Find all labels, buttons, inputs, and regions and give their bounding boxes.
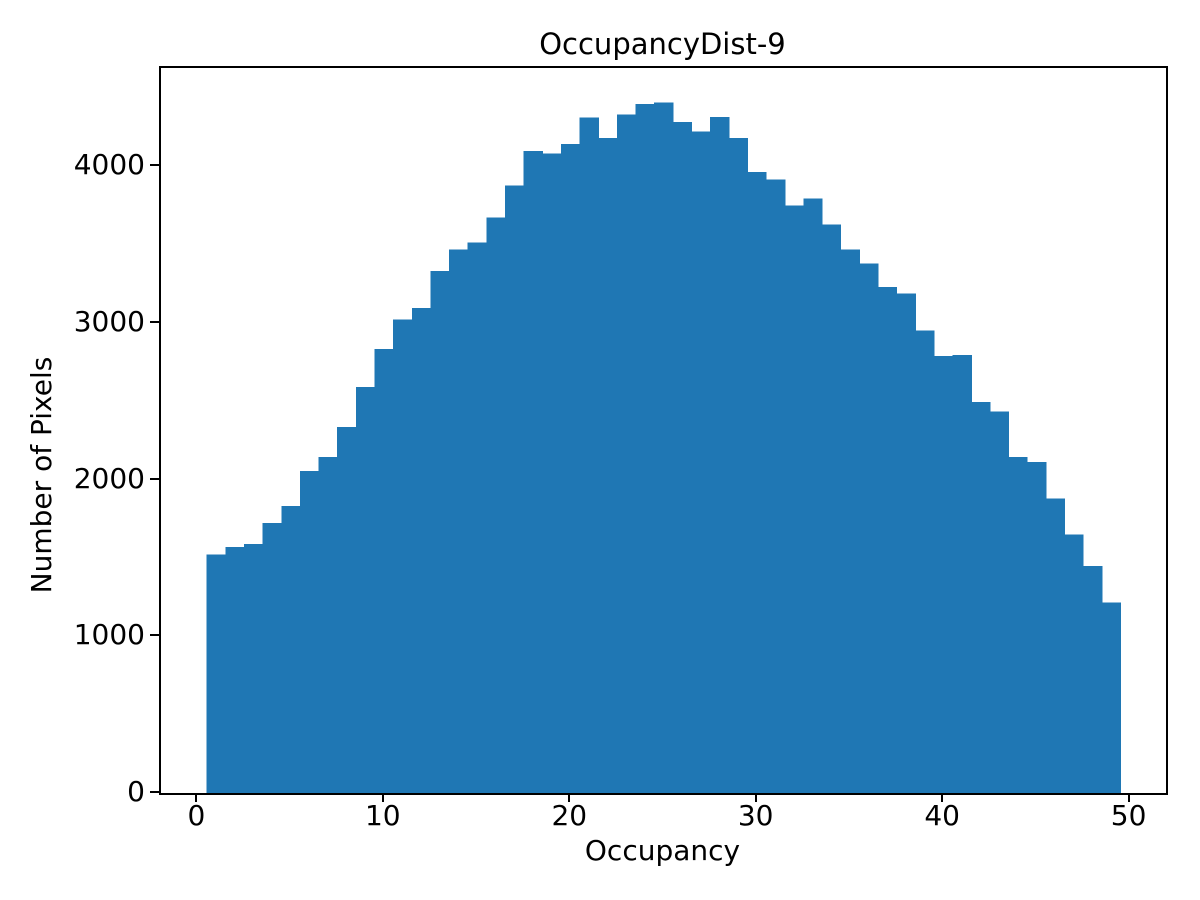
y-tick-mark (150, 791, 159, 793)
histogram-bar (598, 137, 618, 793)
y-tick-label: 1000 (73, 618, 145, 652)
y-tick-label: 0 (127, 775, 145, 808)
x-axis-label: Occupancy (584, 834, 741, 867)
histogram-bar (859, 263, 879, 793)
histogram-bar (411, 307, 432, 793)
histogram-bar (933, 355, 954, 793)
x-tick-label: 50 (1110, 799, 1147, 832)
x-tick-mark (754, 793, 757, 802)
histogram-bar (840, 249, 860, 793)
x-tick-label: 30 (737, 799, 774, 832)
x-tick-label: 20 (551, 799, 588, 832)
y-tick-mark (150, 164, 159, 166)
y-tick-mark (150, 634, 159, 637)
histogram-svg (206, 102, 1121, 793)
histogram-bar (896, 293, 916, 793)
histogram-bar (1064, 534, 1084, 793)
histogram-bar (1027, 461, 1047, 793)
histogram-bar (225, 547, 245, 793)
histogram-bar (877, 286, 898, 793)
histogram-bar (355, 387, 376, 793)
histogram-bar (262, 522, 282, 793)
x-tick-mark (568, 793, 571, 802)
x-tick-mark (381, 793, 384, 802)
histogram-bar (505, 185, 525, 793)
histogram-bar (747, 172, 767, 793)
histogram-bar (243, 543, 264, 793)
histogram-bar (523, 150, 543, 793)
histogram-bar (337, 426, 357, 793)
histogram-bar (691, 131, 711, 793)
histogram-bar (710, 116, 730, 793)
histogram-bar (803, 198, 823, 793)
y-tick-mark (150, 320, 159, 323)
histogram-bar (393, 319, 413, 793)
y-tick-mark (150, 477, 159, 480)
histogram-bar (1101, 602, 1121, 793)
histogram-bar (542, 153, 562, 793)
histogram-bar (766, 179, 786, 793)
histogram-bar (374, 349, 394, 793)
y-tick-label: 2000 (73, 461, 145, 495)
y-tick-label: 4000 (73, 148, 145, 181)
histogram-bar (672, 122, 693, 793)
histogram-bar (728, 138, 749, 793)
histogram-bar (486, 217, 506, 793)
histogram-bar (1008, 456, 1028, 793)
histogram-bar (821, 224, 842, 793)
x-tick-mark (941, 793, 944, 802)
histogram-bar (299, 471, 320, 793)
histogram-bar (784, 205, 804, 793)
histogram-bar (560, 144, 581, 793)
histogram-bar (206, 554, 226, 793)
x-tick-label: 10 (364, 799, 401, 832)
histogram-bar (915, 330, 935, 793)
x-tick-label: 0 (187, 799, 206, 832)
histogram-bar (616, 114, 637, 793)
histogram-bar (281, 505, 301, 793)
histogram-bar (449, 249, 469, 793)
histogram-bar (467, 242, 487, 793)
plot-area (159, 66, 1168, 795)
histogram-bar (635, 104, 655, 793)
histogram-bar (971, 402, 991, 793)
histogram-bar (1045, 498, 1065, 793)
chart-title: OccupancyDist-9 (539, 27, 786, 61)
x-tick-mark (195, 793, 198, 802)
histogram-bar (430, 271, 450, 793)
histogram-bar (1083, 566, 1103, 793)
histogram-bar (952, 355, 972, 793)
x-tick-label: 40 (924, 799, 961, 832)
histogram-bar (318, 456, 338, 793)
y-axis-label: Number of Pixels (25, 356, 58, 594)
histogram-bar (579, 117, 599, 793)
y-tick-label: 3000 (73, 304, 145, 338)
histogram-bar (989, 411, 1010, 793)
histogram-bar (654, 102, 674, 793)
x-tick-mark (1127, 793, 1130, 802)
